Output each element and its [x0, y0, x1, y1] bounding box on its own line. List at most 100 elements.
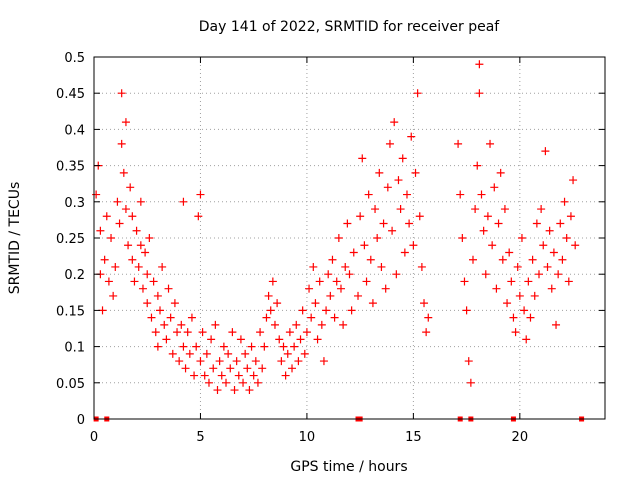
data-point — [239, 378, 248, 387]
data-point — [198, 328, 207, 337]
data-point — [217, 371, 226, 380]
data-point — [164, 284, 173, 293]
data-point — [468, 255, 477, 264]
data-point — [134, 262, 143, 271]
data-point — [530, 291, 539, 300]
data-point — [515, 291, 524, 300]
data-point — [302, 328, 311, 337]
data-point — [249, 371, 258, 380]
data-point — [151, 328, 160, 337]
data-point — [307, 313, 316, 322]
data-point — [145, 234, 154, 242]
data-point — [456, 190, 465, 199]
data-point — [420, 299, 429, 308]
data-point — [534, 270, 543, 279]
data-point — [545, 226, 554, 235]
data-point — [136, 241, 145, 250]
data-point — [264, 291, 273, 300]
x-tick-label: 0 — [90, 430, 98, 445]
data-point — [532, 219, 541, 228]
data-point — [143, 270, 152, 279]
data-point — [200, 371, 209, 380]
data-point — [104, 277, 113, 286]
data-point — [175, 357, 184, 366]
data-point — [379, 219, 388, 228]
data-point — [566, 212, 575, 221]
y-tick-label: 0.3 — [64, 196, 85, 211]
data-point — [117, 139, 126, 148]
data-point — [503, 299, 512, 308]
data-point — [494, 219, 503, 228]
data-point — [341, 262, 350, 271]
data-point — [332, 277, 341, 286]
data-point — [360, 241, 369, 250]
data-point — [413, 89, 422, 98]
data-point — [260, 342, 269, 351]
data-point — [558, 255, 567, 264]
y-axis-title: SRMTID / TECUs — [7, 182, 23, 295]
data-point — [228, 328, 237, 337]
data-point — [520, 306, 529, 315]
data-point — [196, 357, 205, 366]
data-point — [392, 270, 401, 279]
data-point — [481, 270, 490, 279]
data-point — [571, 241, 580, 250]
data-point — [543, 262, 552, 271]
data-point — [266, 306, 275, 315]
data-point — [311, 299, 320, 308]
data-point — [522, 335, 531, 344]
data-point — [371, 205, 380, 214]
data-point — [100, 255, 109, 264]
data-point — [245, 386, 254, 395]
data-point — [560, 197, 569, 206]
data-point — [230, 386, 239, 395]
data-point — [322, 306, 331, 315]
data-point — [454, 139, 463, 148]
data-points-layer — [92, 60, 585, 422]
ticks-layer: 0 0.05 0.1 0.15 0.2 0.25 0.3 0.35 0.4 0.45 0.5 0 5 10… — [56, 51, 605, 445]
data-point — [166, 313, 175, 322]
data-point — [305, 284, 314, 293]
y-tick-label: 0.45 — [56, 87, 85, 102]
data-point — [162, 335, 171, 344]
data-point — [500, 205, 509, 214]
data-point — [569, 176, 578, 185]
data-point — [124, 241, 133, 250]
data-point — [326, 291, 335, 300]
data-point — [143, 299, 152, 308]
data-point — [113, 197, 122, 206]
data-point — [317, 320, 326, 329]
data-point — [377, 262, 386, 271]
data-point — [96, 226, 105, 235]
y-tick-label: 0.1 — [64, 341, 85, 356]
data-point — [170, 299, 179, 308]
data-point — [552, 320, 561, 329]
x-tick-label: 10 — [299, 430, 316, 445]
y-tick-label: 0.5 — [64, 51, 85, 66]
data-point — [194, 212, 203, 221]
data-point — [247, 342, 256, 351]
data-point — [232, 357, 241, 366]
data-point — [556, 219, 565, 228]
x-tick-label: 15 — [405, 430, 422, 445]
data-point — [490, 183, 499, 192]
data-point — [275, 335, 284, 344]
data-point — [475, 60, 484, 69]
data-point — [511, 328, 520, 337]
data-point — [147, 313, 156, 322]
data-point — [464, 357, 473, 366]
x-axis-title: GPS time / hours — [290, 459, 407, 475]
data-point — [183, 328, 192, 337]
data-point — [192, 342, 201, 351]
data-point — [479, 226, 488, 235]
y-tick-label: 0 — [77, 413, 85, 428]
data-point — [168, 349, 177, 358]
data-point — [190, 371, 199, 380]
data-point — [234, 371, 243, 380]
data-point — [128, 255, 137, 264]
data-point — [294, 357, 303, 366]
data-point — [339, 320, 348, 329]
data-point — [251, 357, 260, 366]
data-point — [336, 284, 345, 293]
